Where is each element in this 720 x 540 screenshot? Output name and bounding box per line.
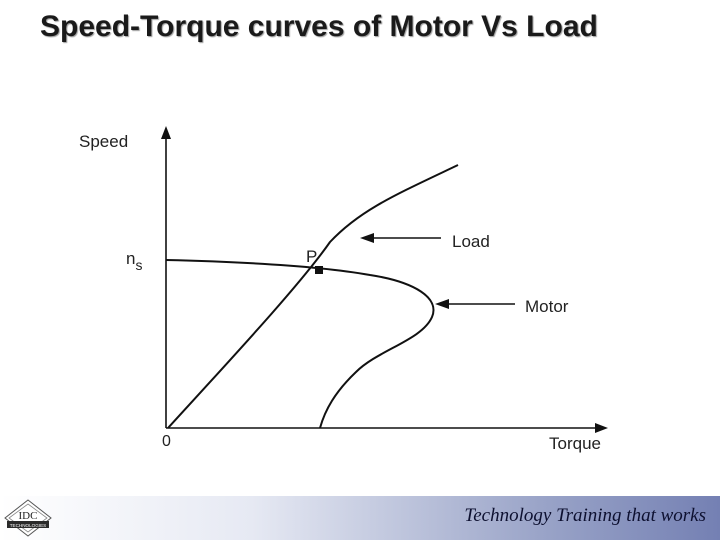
x-axis-label: Torque (549, 434, 601, 453)
y-axis-arrowhead (161, 126, 171, 139)
load-pointer-arrowhead (360, 233, 374, 243)
ns-label: ns (126, 249, 142, 273)
ns-label-sub: s (135, 257, 142, 273)
y-axis-label: Speed (79, 132, 128, 151)
ns-label-main: n (126, 249, 135, 268)
footer-bar: IDC TECHNOLOGIES Technology Training tha… (0, 496, 720, 540)
slide-title: Speed-Torque curves of Motor Vs Load (40, 10, 598, 43)
load-curve (167, 164, 459, 429)
motor-pointer-arrowhead (435, 299, 449, 309)
origin-label: 0 (162, 433, 171, 450)
operating-point-label: P (306, 247, 317, 266)
motor-curve (165, 259, 435, 429)
x-axis-arrowhead (595, 423, 608, 433)
logo-subtext: TECHNOLOGIES (10, 523, 47, 528)
motor-label: Motor (525, 297, 569, 316)
idc-logo: IDC TECHNOLOGIES (4, 499, 52, 537)
operating-point-marker (315, 266, 323, 274)
load-label: Load (452, 232, 490, 251)
speed-torque-diagram: Speed Torque 0 ns P Load Motor (79, 126, 608, 453)
logo-text: IDC (19, 510, 38, 522)
footer-tagline: Technology Training that works (464, 505, 706, 526)
